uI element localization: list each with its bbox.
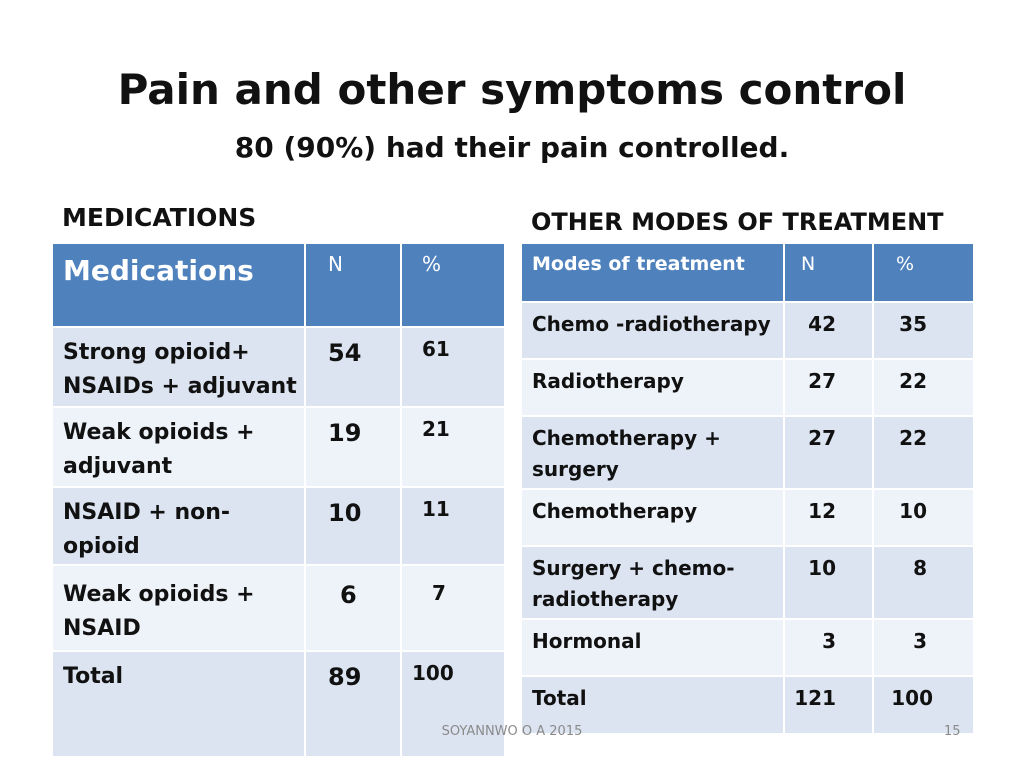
row-n: 19 [304,406,402,488]
row-n: 6 [304,564,402,652]
row-n: 10 [304,486,402,566]
table-row-total: Total 89 100 [51,650,506,758]
table-row: Weak opioids + adjuvant 19 21 [51,406,506,488]
row-n: 3 [783,618,874,677]
row-percent: 22 [872,415,975,490]
column-header-n: N [783,242,874,303]
column-header-medications: Medications [51,242,306,328]
table-row-total: Total 121 100 [520,675,975,735]
row-n: 27 [783,415,874,490]
table-row: Weak opioids + NSAID 6 7 [51,564,506,652]
medications-table: Medications N % Strong opioid+ NSAIDs + … [51,242,506,758]
medications-heading: MEDICATIONS [62,203,257,232]
row-label: Radiotherapy [520,358,785,417]
row-percent: 3 [872,618,975,677]
row-n: 27 [783,358,874,417]
row-label: Chemo -radiotherapy [520,301,785,360]
row-label: NSAID + non-opioid [51,486,306,566]
slide-subtitle: 80 (90%) had their pain controlled. [234,131,790,164]
table-header-row: Medications N % [51,242,506,328]
table-row: Strong opioid+ NSAIDs + adjuvant 54 61 [51,326,506,408]
page-number: 15 [944,724,961,739]
row-label: Hormonal [520,618,785,677]
column-header-percent: % [400,242,506,328]
row-n: 121 [783,675,874,735]
row-n: 12 [783,488,874,547]
table-row: Chemo -radiotherapy 42 35 [520,301,975,360]
column-header-percent: % [872,242,975,303]
row-percent: 100 [400,650,506,758]
row-label: Weak opioids + NSAID [51,564,306,652]
table-row: NSAID + non-opioid 10 11 [51,486,506,566]
row-percent: 100 [872,675,975,735]
table-row: Chemotherapy + surgery 27 22 [520,415,975,490]
row-percent: 21 [400,406,506,488]
row-percent: 35 [872,301,975,360]
row-percent: 61 [400,326,506,408]
table-row: Surgery + chemo-radiotherapy 10 8 [520,545,975,620]
other-modes-heading: OTHER MODES OF TREATMENT [531,208,944,236]
row-percent: 8 [872,545,975,620]
table-row: Radiotherapy 27 22 [520,358,975,417]
row-percent: 10 [872,488,975,547]
table-row: Hormonal 3 3 [520,618,975,677]
row-percent: 7 [400,564,506,652]
row-label: Weak opioids + adjuvant [51,406,306,488]
row-n: 89 [304,650,402,758]
row-n: 42 [783,301,874,360]
footer-author: SOYANNWO O A 2015 [441,724,583,739]
row-n: 10 [783,545,874,620]
row-label: Surgery + chemo-radiotherapy [520,545,785,620]
row-label: Total [520,675,785,735]
row-label: Strong opioid+ NSAIDs + adjuvant [51,326,306,408]
row-label: Chemotherapy + surgery [520,415,785,490]
table-row: Chemotherapy 12 10 [520,488,975,547]
column-header-n: N [304,242,402,328]
row-label: Total [51,650,306,758]
other-modes-table: Modes of treatment N % Chemo -radiothera… [520,242,975,735]
slide-title: Pain and other symptoms control [117,65,907,114]
row-percent: 22 [872,358,975,417]
row-label: Chemotherapy [520,488,785,547]
row-percent: 11 [400,486,506,566]
column-header-modes: Modes of treatment [520,242,785,303]
row-n: 54 [304,326,402,408]
table-header-row: Modes of treatment N % [520,242,975,303]
